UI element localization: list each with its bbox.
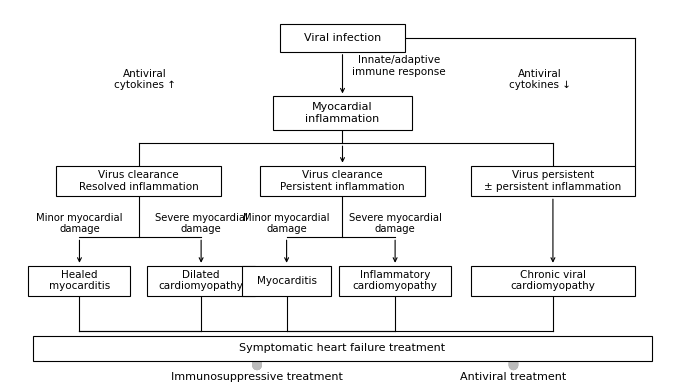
Text: Viral infection: Viral infection xyxy=(304,33,381,43)
Text: Severe myocardial
damage: Severe myocardial damage xyxy=(155,213,247,234)
Text: Immunosuppressive treatment: Immunosuppressive treatment xyxy=(171,372,343,382)
Text: Dilated
cardiomyopathy: Dilated cardiomyopathy xyxy=(159,270,244,292)
Text: Minor myocardial
damage: Minor myocardial damage xyxy=(243,213,330,234)
Text: Antiviral treatment: Antiviral treatment xyxy=(460,372,566,382)
Text: Myocardial
inflammation: Myocardial inflammation xyxy=(306,102,379,124)
Text: Innate/adaptive
immune response: Innate/adaptive immune response xyxy=(352,55,446,77)
Text: Symptomatic heart failure treatment: Symptomatic heart failure treatment xyxy=(240,343,445,354)
FancyBboxPatch shape xyxy=(242,266,331,296)
Text: Virus clearance
Persistent inflammation: Virus clearance Persistent inflammation xyxy=(280,170,405,192)
FancyBboxPatch shape xyxy=(34,336,651,361)
Text: Myocarditis: Myocarditis xyxy=(257,276,316,286)
Text: Healed
myocarditis: Healed myocarditis xyxy=(49,270,110,292)
Text: Virus persistent
± persistent inflammation: Virus persistent ± persistent inflammati… xyxy=(484,170,621,192)
FancyBboxPatch shape xyxy=(273,96,412,130)
Text: Inflammatory
cardiomyopathy: Inflammatory cardiomyopathy xyxy=(353,270,438,292)
FancyBboxPatch shape xyxy=(471,266,635,296)
FancyBboxPatch shape xyxy=(339,266,451,296)
FancyBboxPatch shape xyxy=(147,266,256,296)
Text: Virus clearance
Resolved inflammation: Virus clearance Resolved inflammation xyxy=(79,170,199,192)
Text: Severe myocardial
damage: Severe myocardial damage xyxy=(349,213,442,234)
FancyBboxPatch shape xyxy=(471,165,635,196)
Text: Minor myocardial
damage: Minor myocardial damage xyxy=(36,213,123,234)
Text: Antiviral
cytokines ↑: Antiviral cytokines ↑ xyxy=(114,69,176,90)
Text: Chronic viral
cardiomyopathy: Chronic viral cardiomyopathy xyxy=(510,270,595,292)
FancyBboxPatch shape xyxy=(56,165,221,196)
FancyBboxPatch shape xyxy=(29,266,130,296)
FancyBboxPatch shape xyxy=(280,24,405,52)
FancyBboxPatch shape xyxy=(260,165,425,196)
Text: Antiviral
cytokines ↓: Antiviral cytokines ↓ xyxy=(509,69,571,90)
